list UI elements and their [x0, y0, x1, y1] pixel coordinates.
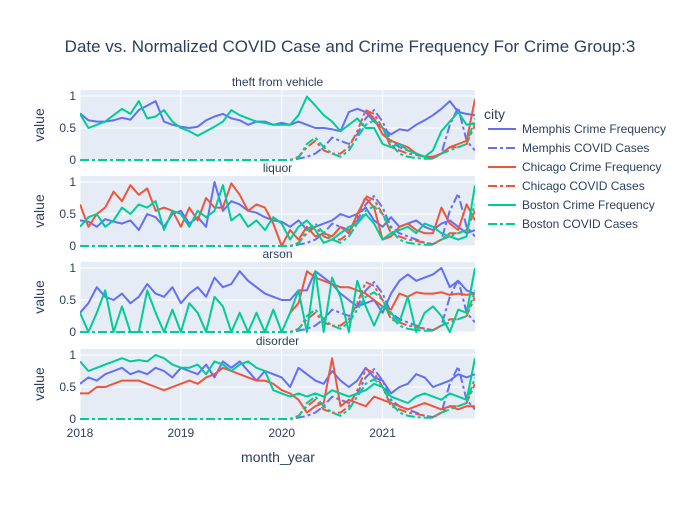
- x-tick-label: 2018: [67, 426, 94, 440]
- y-axis-title: value: [31, 280, 47, 314]
- y-axis-title: value: [31, 108, 47, 142]
- legend-item: Memphis Crime Frequency: [488, 122, 666, 136]
- y-tick-label: 0: [69, 153, 76, 167]
- y-tick-label: 0: [69, 325, 76, 339]
- panel-title: theft from vehicle: [232, 75, 324, 89]
- chart-title: Date vs. Normalized COVID Case and Crime…: [65, 37, 636, 56]
- y-axis-title: value: [31, 367, 47, 401]
- series-line-boston-covid-cases: [80, 377, 475, 420]
- y-tick-label: 1: [69, 348, 76, 362]
- series-line-memphis-crime-frequency: [80, 360, 475, 395]
- panel-1: 0 0.5 1 liquor value: [31, 161, 475, 253]
- series-line-chicago-crime-frequency: [80, 357, 475, 414]
- legend-label: Boston COVID Cases: [522, 217, 638, 231]
- panel-title: liquor: [263, 161, 292, 175]
- y-tick-label: 0.5: [59, 293, 76, 307]
- y-tick-label: 0.5: [59, 121, 76, 135]
- panel-title: disorder: [256, 334, 299, 348]
- panel-3: 0 0.5 1 disorder value 2018 2019 2020 2021: [31, 334, 475, 440]
- series-line-boston-crime-frequency: [80, 95, 475, 158]
- legend-item: Chicago COVID Cases: [488, 179, 645, 193]
- y-axis-title: value: [31, 194, 47, 228]
- legend-label: Chicago Crime Frequency: [522, 160, 661, 174]
- legend-label: Memphis COVID Cases: [522, 141, 649, 155]
- series-line-boston-covid-cases: [80, 290, 475, 333]
- y-tick-label: 0.5: [59, 207, 76, 221]
- x-axis-title: month_year: [241, 449, 315, 465]
- series-line-boston-crime-frequency: [80, 184, 475, 244]
- legend-title: city: [484, 106, 505, 122]
- x-tick-label: 2021: [369, 426, 396, 440]
- x-tick-label: 2019: [167, 426, 194, 440]
- y-tick-label: 1: [69, 89, 76, 103]
- panel-title: arson: [262, 247, 292, 261]
- y-tick-label: 0: [69, 239, 76, 253]
- y-tick-label: 1: [69, 261, 76, 275]
- y-tick-label: 0.5: [59, 380, 76, 394]
- legend-label: Chicago COVID Cases: [522, 179, 645, 193]
- series-line-boston-crime-frequency: [80, 267, 475, 333]
- series-line-boston-covid-cases: [80, 118, 475, 161]
- series-line-boston-covid-cases: [80, 204, 475, 247]
- panel-2: 0 0.5 1 arson value: [31, 247, 475, 339]
- series-line-memphis-crime-frequency: [80, 267, 475, 314]
- legend-item: Chicago Crime Frequency: [488, 160, 661, 174]
- legend: city Memphis Crime Frequency Memphis COVI…: [484, 106, 666, 231]
- legend-item: Boston Crime Frequency: [488, 198, 655, 212]
- legend-item: Memphis COVID Cases: [488, 141, 649, 155]
- legend-label: Memphis Crime Frequency: [522, 122, 666, 136]
- panel-0: 0 0.5 1 theft from vehicle value: [31, 75, 475, 167]
- series-line-chicago-crime-frequency: [80, 182, 475, 247]
- series-line-boston-crime-frequency: [80, 354, 475, 404]
- x-tick-label: 2020: [268, 426, 295, 440]
- legend-label: Boston Crime Frequency: [522, 198, 655, 212]
- legend-item: Boston COVID Cases: [488, 217, 638, 231]
- panels: 0 0.5 1 theft from vehicle value 0 0.5 1 liquor v…: [31, 75, 475, 440]
- y-tick-label: 0: [69, 412, 76, 426]
- y-tick-label: 1: [69, 175, 76, 189]
